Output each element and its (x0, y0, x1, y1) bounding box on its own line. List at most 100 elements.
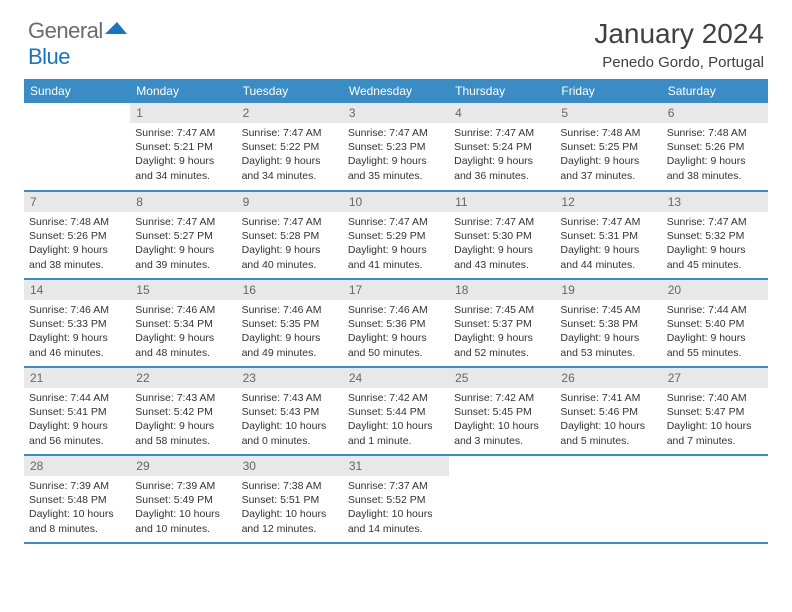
sunset-text: Sunset: 5:33 PM (29, 317, 125, 331)
sunset-text: Sunset: 5:48 PM (29, 493, 125, 507)
sunrise-text: Sunrise: 7:47 AM (242, 215, 338, 229)
daylight-text: Daylight: 9 hours and 36 minutes. (454, 154, 550, 182)
day-number: 6 (662, 103, 768, 123)
sunset-text: Sunset: 5:21 PM (135, 140, 231, 154)
calendar-cell: 14Sunrise: 7:46 AMSunset: 5:33 PMDayligh… (24, 279, 130, 367)
day-content: Sunrise: 7:44 AMSunset: 5:41 PMDaylight:… (24, 388, 130, 453)
calendar-row: 21Sunrise: 7:44 AMSunset: 5:41 PMDayligh… (24, 367, 768, 455)
calendar-cell: 8Sunrise: 7:47 AMSunset: 5:27 PMDaylight… (130, 191, 236, 279)
logo-word-a: General (28, 18, 103, 43)
calendar-cell: 19Sunrise: 7:45 AMSunset: 5:38 PMDayligh… (555, 279, 661, 367)
day-content: Sunrise: 7:46 AMSunset: 5:35 PMDaylight:… (237, 300, 343, 365)
day-content: Sunrise: 7:42 AMSunset: 5:44 PMDaylight:… (343, 388, 449, 453)
daylight-text: Daylight: 10 hours and 12 minutes. (242, 507, 338, 535)
day-number: 9 (237, 192, 343, 212)
calendar-cell: 25Sunrise: 7:42 AMSunset: 5:45 PMDayligh… (449, 367, 555, 455)
weekday-header: Friday (555, 79, 661, 103)
day-number: 14 (24, 280, 130, 300)
sunrise-text: Sunrise: 7:44 AM (29, 391, 125, 405)
sunrise-text: Sunrise: 7:47 AM (135, 126, 231, 140)
daylight-text: Daylight: 9 hours and 34 minutes. (242, 154, 338, 182)
daylight-text: Daylight: 10 hours and 10 minutes. (135, 507, 231, 535)
sunset-text: Sunset: 5:35 PM (242, 317, 338, 331)
day-number: 25 (449, 368, 555, 388)
calendar-cell: 16Sunrise: 7:46 AMSunset: 5:35 PMDayligh… (237, 279, 343, 367)
daylight-text: Daylight: 9 hours and 40 minutes. (242, 243, 338, 271)
day-content: Sunrise: 7:40 AMSunset: 5:47 PMDaylight:… (662, 388, 768, 453)
calendar-cell: 6Sunrise: 7:48 AMSunset: 5:26 PMDaylight… (662, 103, 768, 191)
sunrise-text: Sunrise: 7:47 AM (454, 126, 550, 140)
calendar-cell: 15Sunrise: 7:46 AMSunset: 5:34 PMDayligh… (130, 279, 236, 367)
day-number: 30 (237, 456, 343, 476)
calendar-cell: 9Sunrise: 7:47 AMSunset: 5:28 PMDaylight… (237, 191, 343, 279)
day-content: Sunrise: 7:47 AMSunset: 5:31 PMDaylight:… (555, 212, 661, 277)
daylight-text: Daylight: 9 hours and 50 minutes. (348, 331, 444, 359)
day-number: 16 (237, 280, 343, 300)
day-number: 13 (662, 192, 768, 212)
calendar-cell: 11Sunrise: 7:47 AMSunset: 5:30 PMDayligh… (449, 191, 555, 279)
sunset-text: Sunset: 5:25 PM (560, 140, 656, 154)
calendar-cell: 28Sunrise: 7:39 AMSunset: 5:48 PMDayligh… (24, 455, 130, 543)
day-content: Sunrise: 7:39 AMSunset: 5:49 PMDaylight:… (130, 476, 236, 541)
calendar-cell: 2Sunrise: 7:47 AMSunset: 5:22 PMDaylight… (237, 103, 343, 191)
day-number: 1 (130, 103, 236, 123)
logo-word-b: Blue (28, 44, 70, 69)
daylight-text: Daylight: 9 hours and 35 minutes. (348, 154, 444, 182)
weekday-header: Sunday (24, 79, 130, 103)
calendar-cell: 12Sunrise: 7:47 AMSunset: 5:31 PMDayligh… (555, 191, 661, 279)
daylight-text: Daylight: 9 hours and 52 minutes. (454, 331, 550, 359)
sunrise-text: Sunrise: 7:42 AM (348, 391, 444, 405)
day-number: 31 (343, 456, 449, 476)
month-title: January 2024 (594, 18, 764, 50)
daylight-text: Daylight: 9 hours and 53 minutes. (560, 331, 656, 359)
sunset-text: Sunset: 5:27 PM (135, 229, 231, 243)
day-content: Sunrise: 7:46 AMSunset: 5:36 PMDaylight:… (343, 300, 449, 365)
sunrise-text: Sunrise: 7:39 AM (29, 479, 125, 493)
calendar-cell: 18Sunrise: 7:45 AMSunset: 5:37 PMDayligh… (449, 279, 555, 367)
sunrise-text: Sunrise: 7:42 AM (454, 391, 550, 405)
day-number: 28 (24, 456, 130, 476)
calendar-cell: 10Sunrise: 7:47 AMSunset: 5:29 PMDayligh… (343, 191, 449, 279)
sunset-text: Sunset: 5:51 PM (242, 493, 338, 507)
calendar-body: 1Sunrise: 7:47 AMSunset: 5:21 PMDaylight… (24, 103, 768, 543)
calendar-cell: 1Sunrise: 7:47 AMSunset: 5:21 PMDaylight… (130, 103, 236, 191)
weekday-header: Tuesday (237, 79, 343, 103)
sunset-text: Sunset: 5:52 PM (348, 493, 444, 507)
calendar-table: Sunday Monday Tuesday Wednesday Thursday… (24, 79, 768, 544)
sunset-text: Sunset: 5:31 PM (560, 229, 656, 243)
day-number: 21 (24, 368, 130, 388)
day-content: Sunrise: 7:48 AMSunset: 5:25 PMDaylight:… (555, 123, 661, 188)
daylight-text: Daylight: 10 hours and 3 minutes. (454, 419, 550, 447)
daylight-text: Daylight: 10 hours and 14 minutes. (348, 507, 444, 535)
sunrise-text: Sunrise: 7:38 AM (242, 479, 338, 493)
sunset-text: Sunset: 5:49 PM (135, 493, 231, 507)
daylight-text: Daylight: 9 hours and 48 minutes. (135, 331, 231, 359)
day-content: Sunrise: 7:46 AMSunset: 5:33 PMDaylight:… (24, 300, 130, 365)
calendar-cell (555, 455, 661, 543)
sunset-text: Sunset: 5:23 PM (348, 140, 444, 154)
header: GeneralBlue January 2024 Penedo Gordo, P… (0, 0, 792, 79)
sunrise-text: Sunrise: 7:47 AM (135, 215, 231, 229)
day-content: Sunrise: 7:41 AMSunset: 5:46 PMDaylight:… (555, 388, 661, 453)
sunset-text: Sunset: 5:43 PM (242, 405, 338, 419)
sunset-text: Sunset: 5:36 PM (348, 317, 444, 331)
calendar-cell: 26Sunrise: 7:41 AMSunset: 5:46 PMDayligh… (555, 367, 661, 455)
day-content: Sunrise: 7:43 AMSunset: 5:43 PMDaylight:… (237, 388, 343, 453)
calendar-cell: 17Sunrise: 7:46 AMSunset: 5:36 PMDayligh… (343, 279, 449, 367)
day-number: 19 (555, 280, 661, 300)
day-content: Sunrise: 7:38 AMSunset: 5:51 PMDaylight:… (237, 476, 343, 541)
day-number: 12 (555, 192, 661, 212)
sunrise-text: Sunrise: 7:48 AM (667, 126, 763, 140)
sunrise-text: Sunrise: 7:47 AM (348, 215, 444, 229)
daylight-text: Daylight: 9 hours and 46 minutes. (29, 331, 125, 359)
calendar-cell: 23Sunrise: 7:43 AMSunset: 5:43 PMDayligh… (237, 367, 343, 455)
day-number: 10 (343, 192, 449, 212)
calendar-row: 7Sunrise: 7:48 AMSunset: 5:26 PMDaylight… (24, 191, 768, 279)
sunset-text: Sunset: 5:29 PM (348, 229, 444, 243)
calendar-cell: 31Sunrise: 7:37 AMSunset: 5:52 PMDayligh… (343, 455, 449, 543)
day-content: Sunrise: 7:47 AMSunset: 5:21 PMDaylight:… (130, 123, 236, 188)
calendar-cell: 22Sunrise: 7:43 AMSunset: 5:42 PMDayligh… (130, 367, 236, 455)
daylight-text: Daylight: 9 hours and 58 minutes. (135, 419, 231, 447)
sunrise-text: Sunrise: 7:48 AM (29, 215, 125, 229)
day-number: 5 (555, 103, 661, 123)
